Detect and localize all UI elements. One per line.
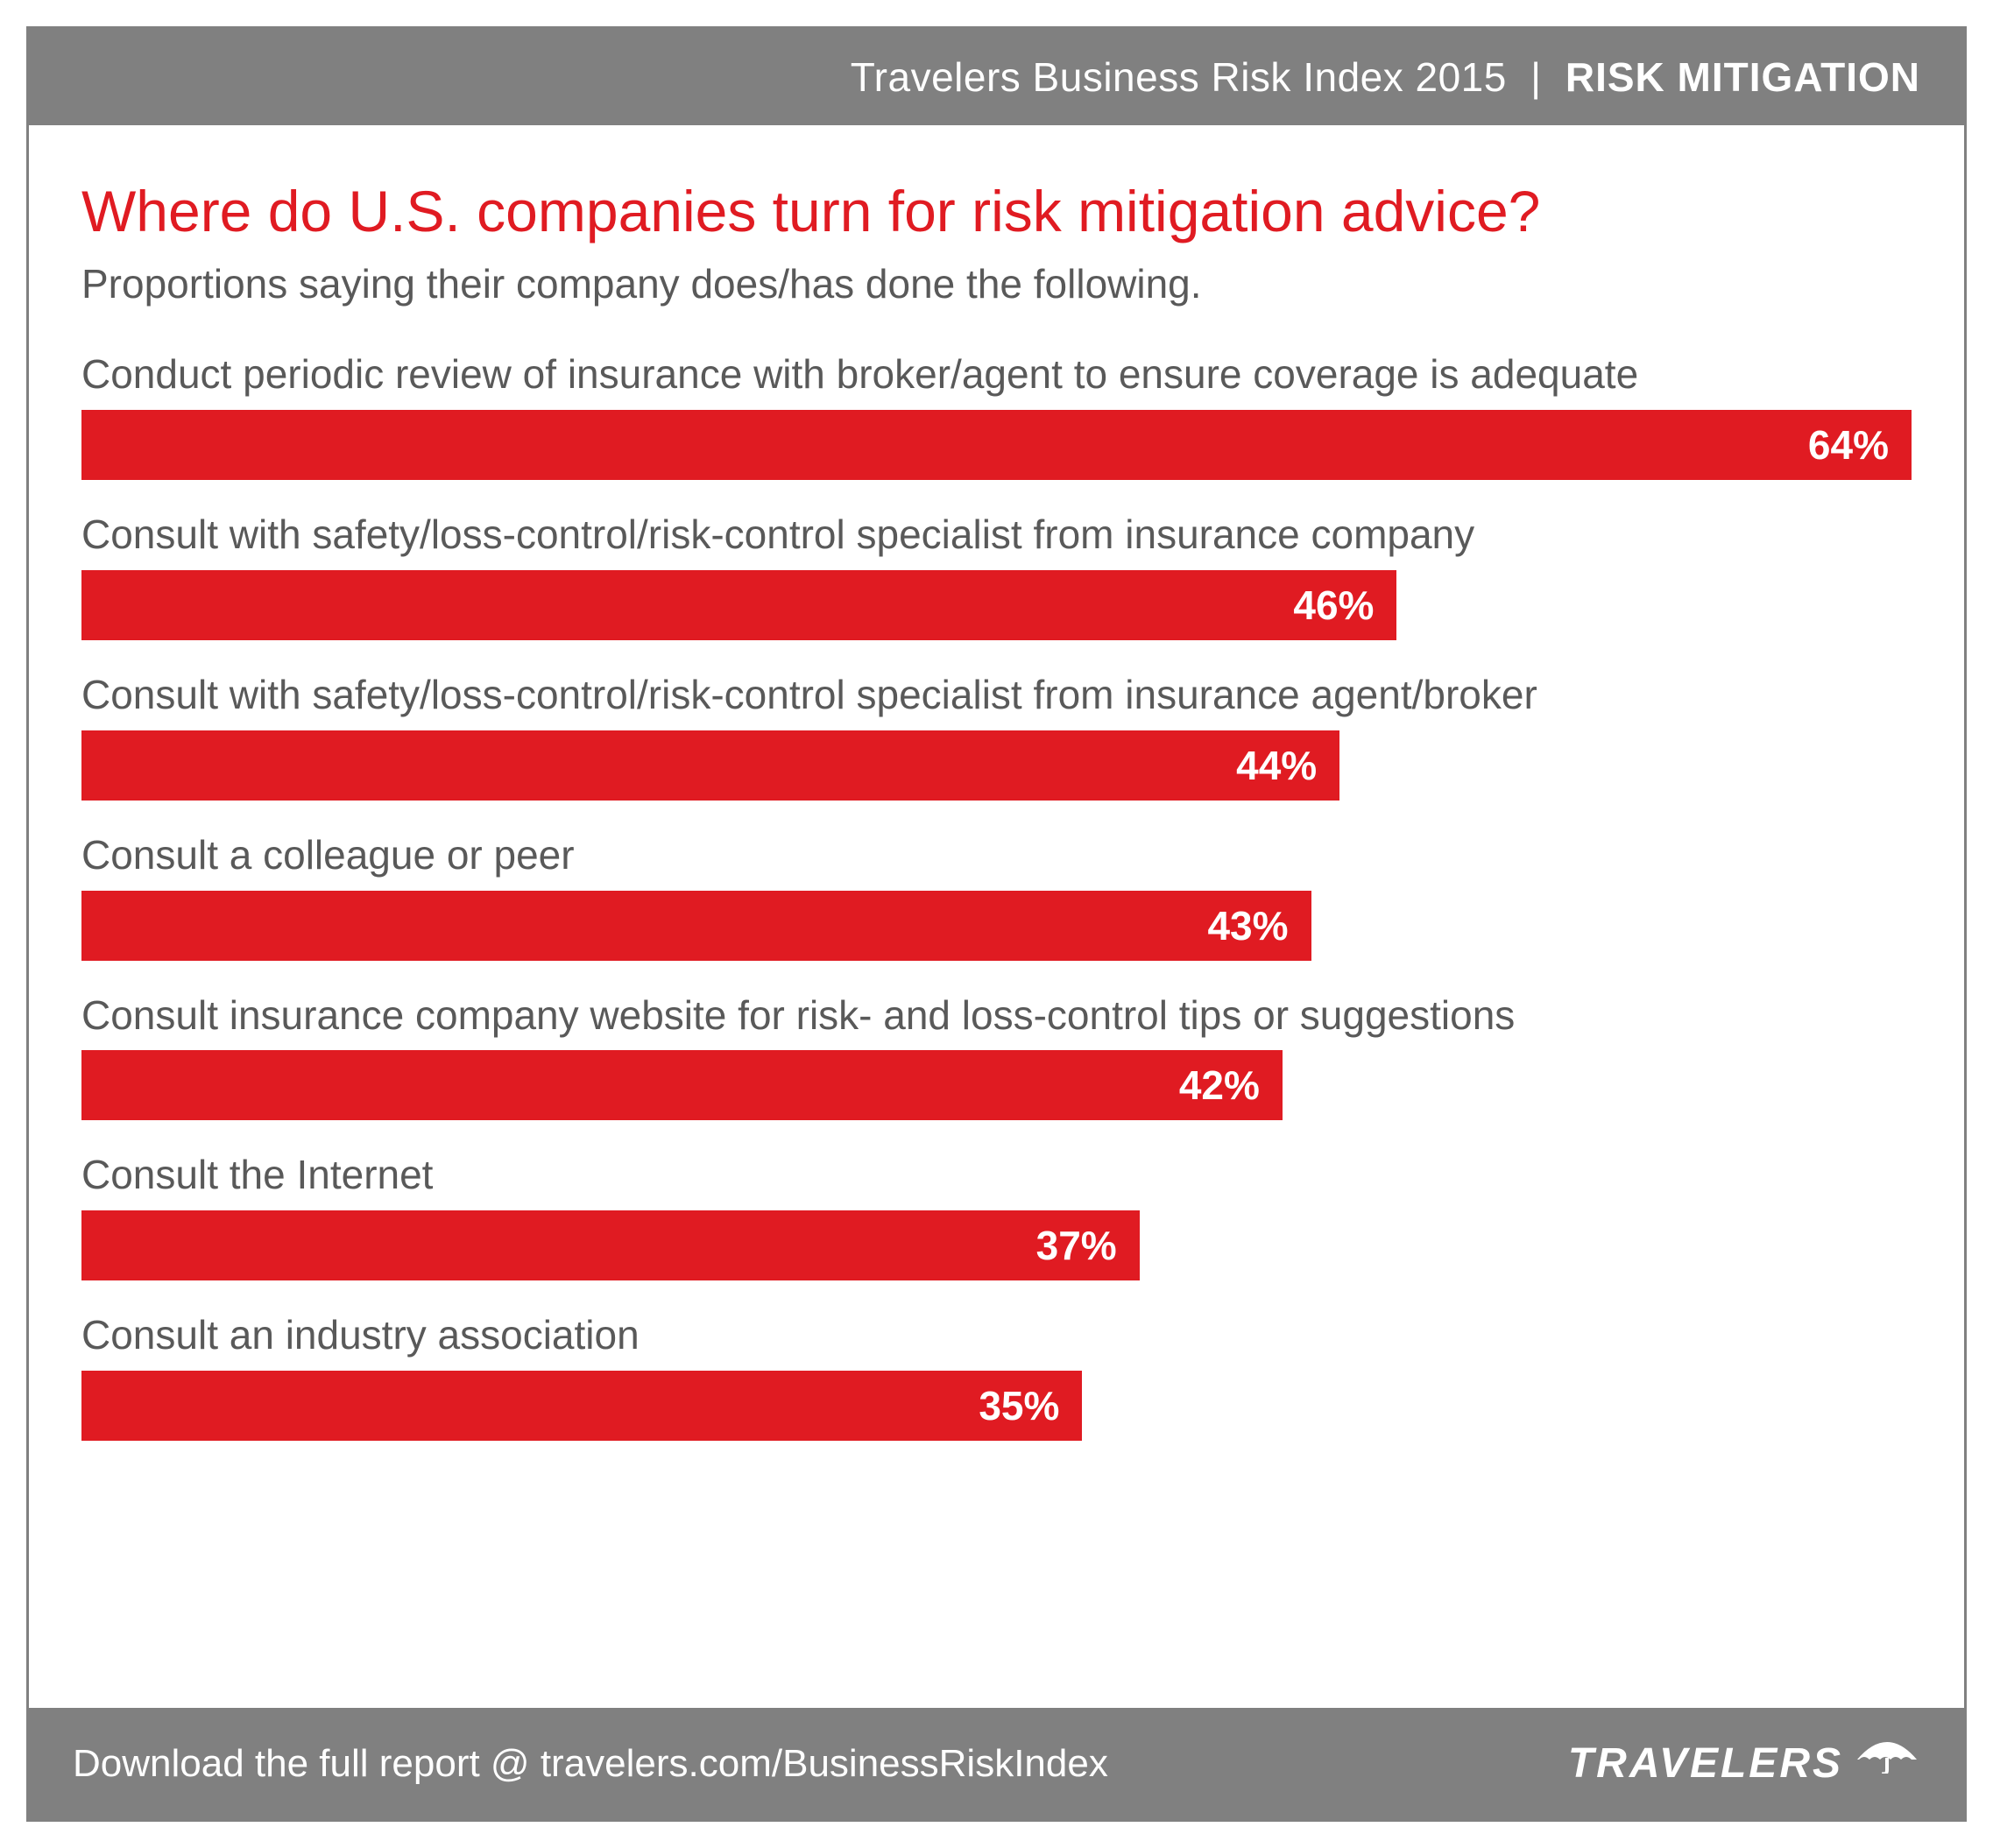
bar-row: Conduct periodic review of insurance wit… xyxy=(81,351,1912,480)
bar-row: Consult insurance company website for ri… xyxy=(81,992,1912,1121)
header-bar: Travelers Business Risk Index 2015 | RIS… xyxy=(29,29,1964,125)
bar-label: Consult insurance company website for ri… xyxy=(81,992,1912,1039)
header-separator: | xyxy=(1530,54,1541,100)
bar-label: Consult the Internet xyxy=(81,1152,1912,1198)
footer-bar: Download the full report @ travelers.com… xyxy=(29,1708,1964,1819)
bar-label: Consult with safety/loss-control/risk-co… xyxy=(81,672,1912,718)
bar-track: 43% xyxy=(81,891,1912,961)
content-area: Where do U.S. companies turn for risk mi… xyxy=(29,125,1964,1708)
bar-value: 64% xyxy=(1808,421,1889,469)
bar-track: 46% xyxy=(81,570,1912,640)
bar-value: 37% xyxy=(1036,1222,1117,1269)
bar-value: 44% xyxy=(1236,742,1317,789)
bar-chart: Conduct periodic review of insurance wit… xyxy=(81,351,1912,1673)
bar-row: Consult with safety/loss-control/risk-co… xyxy=(81,511,1912,640)
bar-track: 64% xyxy=(81,410,1912,480)
chart-subtitle: Proportions saying their company does/ha… xyxy=(81,260,1912,307)
bar-label: Consult a colleague or peer xyxy=(81,832,1912,878)
bar-fill: 42% xyxy=(81,1050,1283,1120)
page-outer: Travelers Business Risk Index 2015 | RIS… xyxy=(0,0,1993,1848)
bar-row: Consult the Internet 37% xyxy=(81,1152,1912,1280)
bar-track: 44% xyxy=(81,730,1912,801)
bar-value: 43% xyxy=(1207,902,1288,949)
bar-track: 37% xyxy=(81,1210,1912,1280)
bar-fill: 43% xyxy=(81,891,1311,961)
bar-row: Consult with safety/loss-control/risk-co… xyxy=(81,672,1912,801)
header-source: Travelers Business Risk Index 2015 xyxy=(851,54,1507,100)
header-topic: RISK MITIGATION xyxy=(1565,54,1920,100)
bar-value: 42% xyxy=(1179,1062,1260,1109)
bar-value: 35% xyxy=(979,1382,1059,1429)
bar-row: Consult a colleague or peer 43% xyxy=(81,832,1912,961)
bar-fill: 64% xyxy=(81,410,1912,480)
umbrella-icon xyxy=(1854,1730,1920,1774)
bar-row: Consult an industry association 35% xyxy=(81,1312,1912,1441)
bar-fill: 44% xyxy=(81,730,1339,801)
bar-fill: 37% xyxy=(81,1210,1140,1280)
chart-title: Where do U.S. companies turn for risk mi… xyxy=(81,178,1912,244)
download-text: Download the full report @ travelers.com… xyxy=(73,1742,1108,1786)
brand-logo: TRAVELERS xyxy=(1568,1739,1920,1788)
bar-label: Consult an industry association xyxy=(81,1312,1912,1358)
infographic-frame: Travelers Business Risk Index 2015 | RIS… xyxy=(26,26,1967,1822)
bar-track: 42% xyxy=(81,1050,1912,1120)
bar-fill: 35% xyxy=(81,1371,1082,1441)
bar-fill: 46% xyxy=(81,570,1396,640)
bar-label: Conduct periodic review of insurance wit… xyxy=(81,351,1912,398)
bar-track: 35% xyxy=(81,1371,1912,1441)
logo-text: TRAVELERS xyxy=(1568,1739,1843,1788)
bar-value: 46% xyxy=(1293,582,1374,629)
bar-label: Consult with safety/loss-control/risk-co… xyxy=(81,511,1912,558)
